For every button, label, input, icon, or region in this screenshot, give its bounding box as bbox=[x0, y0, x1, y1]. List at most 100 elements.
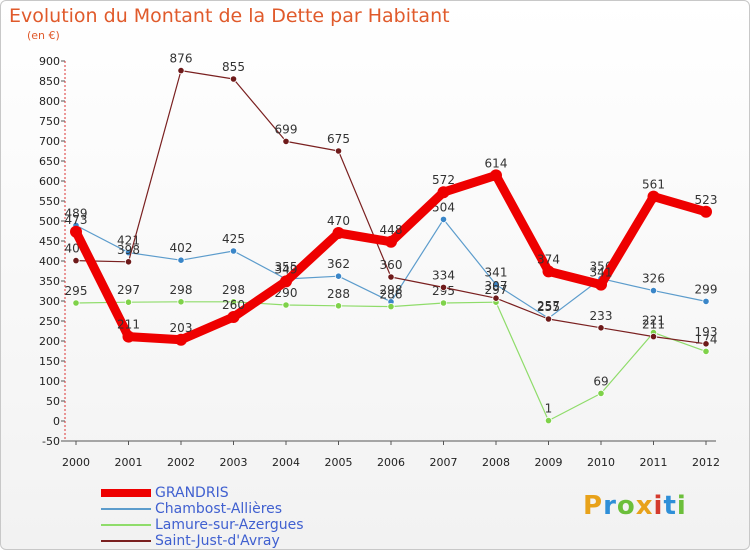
data-label-chambost-alli-res: 421 bbox=[117, 234, 140, 248]
y-tick-label: 0 bbox=[53, 415, 60, 428]
data-point-saint-just-d-avray bbox=[597, 324, 605, 332]
data-label-grandris: 374 bbox=[537, 252, 560, 266]
x-tick-label: 2004 bbox=[272, 456, 300, 469]
y-tick-label: 300 bbox=[39, 295, 60, 308]
data-label-chambost-alli-res: 504 bbox=[432, 200, 455, 214]
data-point-grandris bbox=[122, 330, 135, 343]
data-point-lamure-sur-azergues bbox=[229, 298, 238, 306]
data-point-grandris bbox=[175, 333, 187, 346]
data-label-grandris: 349 bbox=[275, 262, 298, 276]
data-label-chambost-alli-res: 341 bbox=[485, 266, 508, 280]
data-point-chambost-alli-res bbox=[702, 297, 710, 305]
data-point-lamure-sur-azergues bbox=[334, 302, 343, 310]
data-label-chambost-alli-res: 402 bbox=[170, 241, 193, 255]
legend-swatch bbox=[101, 508, 151, 510]
y-tick-label: 850 bbox=[39, 75, 60, 88]
x-tick-label: 2011 bbox=[640, 456, 668, 469]
data-label-lamure-sur-azergues: 69 bbox=[593, 374, 608, 388]
data-point-lamure-sur-azergues bbox=[72, 299, 80, 307]
x-tick-label: 2012 bbox=[692, 456, 720, 469]
data-point-grandris bbox=[437, 186, 450, 199]
data-point-lamure-sur-azergues bbox=[544, 416, 553, 425]
data-label-grandris: 473 bbox=[65, 213, 88, 227]
x-tick-label: 2006 bbox=[377, 456, 405, 469]
x-tick-label: 2001 bbox=[115, 456, 143, 469]
data-label-lamure-sur-azergues: 295 bbox=[65, 284, 88, 298]
legend-swatch bbox=[101, 540, 151, 542]
data-label-saint-just-d-avray: 699 bbox=[275, 122, 298, 136]
y-tick-label: 900 bbox=[39, 55, 60, 68]
logo-letter: i bbox=[653, 491, 664, 521]
x-tick-label: 2010 bbox=[587, 456, 615, 469]
y-tick-label: -50 bbox=[42, 435, 60, 448]
data-label-grandris: 211 bbox=[117, 318, 140, 332]
data-label-grandris: 470 bbox=[327, 214, 350, 228]
data-point-chambost-alli-res bbox=[334, 272, 343, 280]
data-label-chambost-alli-res: 489 bbox=[65, 206, 88, 220]
data-label-grandris: 523 bbox=[695, 193, 718, 207]
data-label-grandris: 448 bbox=[380, 223, 403, 237]
x-tick-label: 2005 bbox=[325, 456, 353, 469]
data-label-saint-just-d-avray: 211 bbox=[642, 318, 665, 332]
logo-letter: i bbox=[676, 491, 687, 521]
y-tick-label: 750 bbox=[39, 115, 60, 128]
data-point-lamure-sur-azergues bbox=[387, 302, 395, 311]
logo-letter: r bbox=[603, 491, 617, 521]
data-label-lamure-sur-azergues: 286 bbox=[380, 288, 403, 302]
data-label-lamure-sur-azergues: 297 bbox=[485, 283, 508, 297]
legend-swatch bbox=[101, 524, 151, 526]
logo-letter: o bbox=[616, 491, 636, 521]
data-label-grandris: 260 bbox=[222, 298, 245, 312]
data-label-saint-just-d-avray: 307 bbox=[485, 279, 508, 293]
y-tick-label: 550 bbox=[39, 195, 60, 208]
x-tick-label: 2002 bbox=[167, 456, 195, 469]
data-label-grandris: 614 bbox=[485, 156, 508, 170]
data-point-grandris bbox=[700, 205, 712, 218]
data-point-grandris bbox=[647, 190, 660, 203]
data-point-saint-just-d-avray bbox=[387, 273, 395, 281]
data-label-saint-just-d-avray: 675 bbox=[327, 132, 350, 146]
data-point-chambost-alli-res bbox=[492, 280, 500, 289]
y-tick-label: 650 bbox=[39, 155, 60, 168]
data-label-lamure-sur-azergues: 298 bbox=[222, 283, 245, 297]
data-label-chambost-alli-res: 362 bbox=[327, 257, 350, 271]
y-tick-label: 100 bbox=[39, 375, 60, 388]
data-label-chambost-alli-res: 298 bbox=[380, 283, 403, 297]
data-label-lamure-sur-azergues: 221 bbox=[642, 314, 665, 328]
data-point-lamure-sur-azergues bbox=[597, 389, 605, 397]
y-tick-label: 400 bbox=[39, 255, 60, 268]
data-point-grandris bbox=[227, 311, 240, 323]
chart-title: Evolution du Montant de la Dette par Hab… bbox=[9, 5, 450, 27]
data-label-saint-just-d-avray: 876 bbox=[170, 52, 193, 66]
data-point-lamure-sur-azergues bbox=[282, 301, 290, 309]
data-label-lamure-sur-azergues: 288 bbox=[327, 287, 350, 301]
data-point-saint-just-d-avray bbox=[649, 332, 658, 341]
logo-letter: x bbox=[635, 491, 654, 521]
y-tick-label: 50 bbox=[46, 395, 60, 408]
legend-label: Lamure-sur-Azergues bbox=[155, 517, 304, 533]
y-tick-label: 800 bbox=[39, 95, 60, 108]
data-label-saint-just-d-avray: 334 bbox=[432, 268, 455, 282]
data-point-grandris bbox=[280, 275, 292, 288]
x-tick-label: 2007 bbox=[430, 456, 458, 469]
y-tick-label: 350 bbox=[39, 275, 60, 288]
legend: GRANDRIS Chambost-Allières Lamure-sur-Azer… bbox=[101, 485, 304, 549]
data-point-saint-just-d-avray bbox=[229, 75, 238, 83]
logo-letter: P bbox=[583, 491, 604, 521]
data-label-grandris: 572 bbox=[432, 173, 455, 187]
data-point-chambost-alli-res bbox=[649, 286, 658, 295]
data-label-lamure-sur-azergues: 297 bbox=[117, 283, 140, 297]
data-point-saint-just-d-avray bbox=[124, 258, 133, 266]
data-point-saint-just-d-avray bbox=[334, 147, 343, 155]
x-tick-label: 2003 bbox=[220, 456, 248, 469]
data-point-chambost-alli-res bbox=[439, 215, 448, 223]
data-point-saint-just-d-avray bbox=[282, 137, 290, 145]
legend-item: Saint-Just-d'Avray bbox=[101, 533, 304, 549]
legend-item: Lamure-sur-Azergues bbox=[101, 517, 304, 533]
legend-item: GRANDRIS bbox=[101, 485, 304, 501]
data-point-saint-just-d-avray bbox=[177, 67, 185, 75]
data-label-saint-just-d-avray: 255 bbox=[537, 300, 560, 314]
legend-item: Chambost-Allières bbox=[101, 501, 304, 517]
